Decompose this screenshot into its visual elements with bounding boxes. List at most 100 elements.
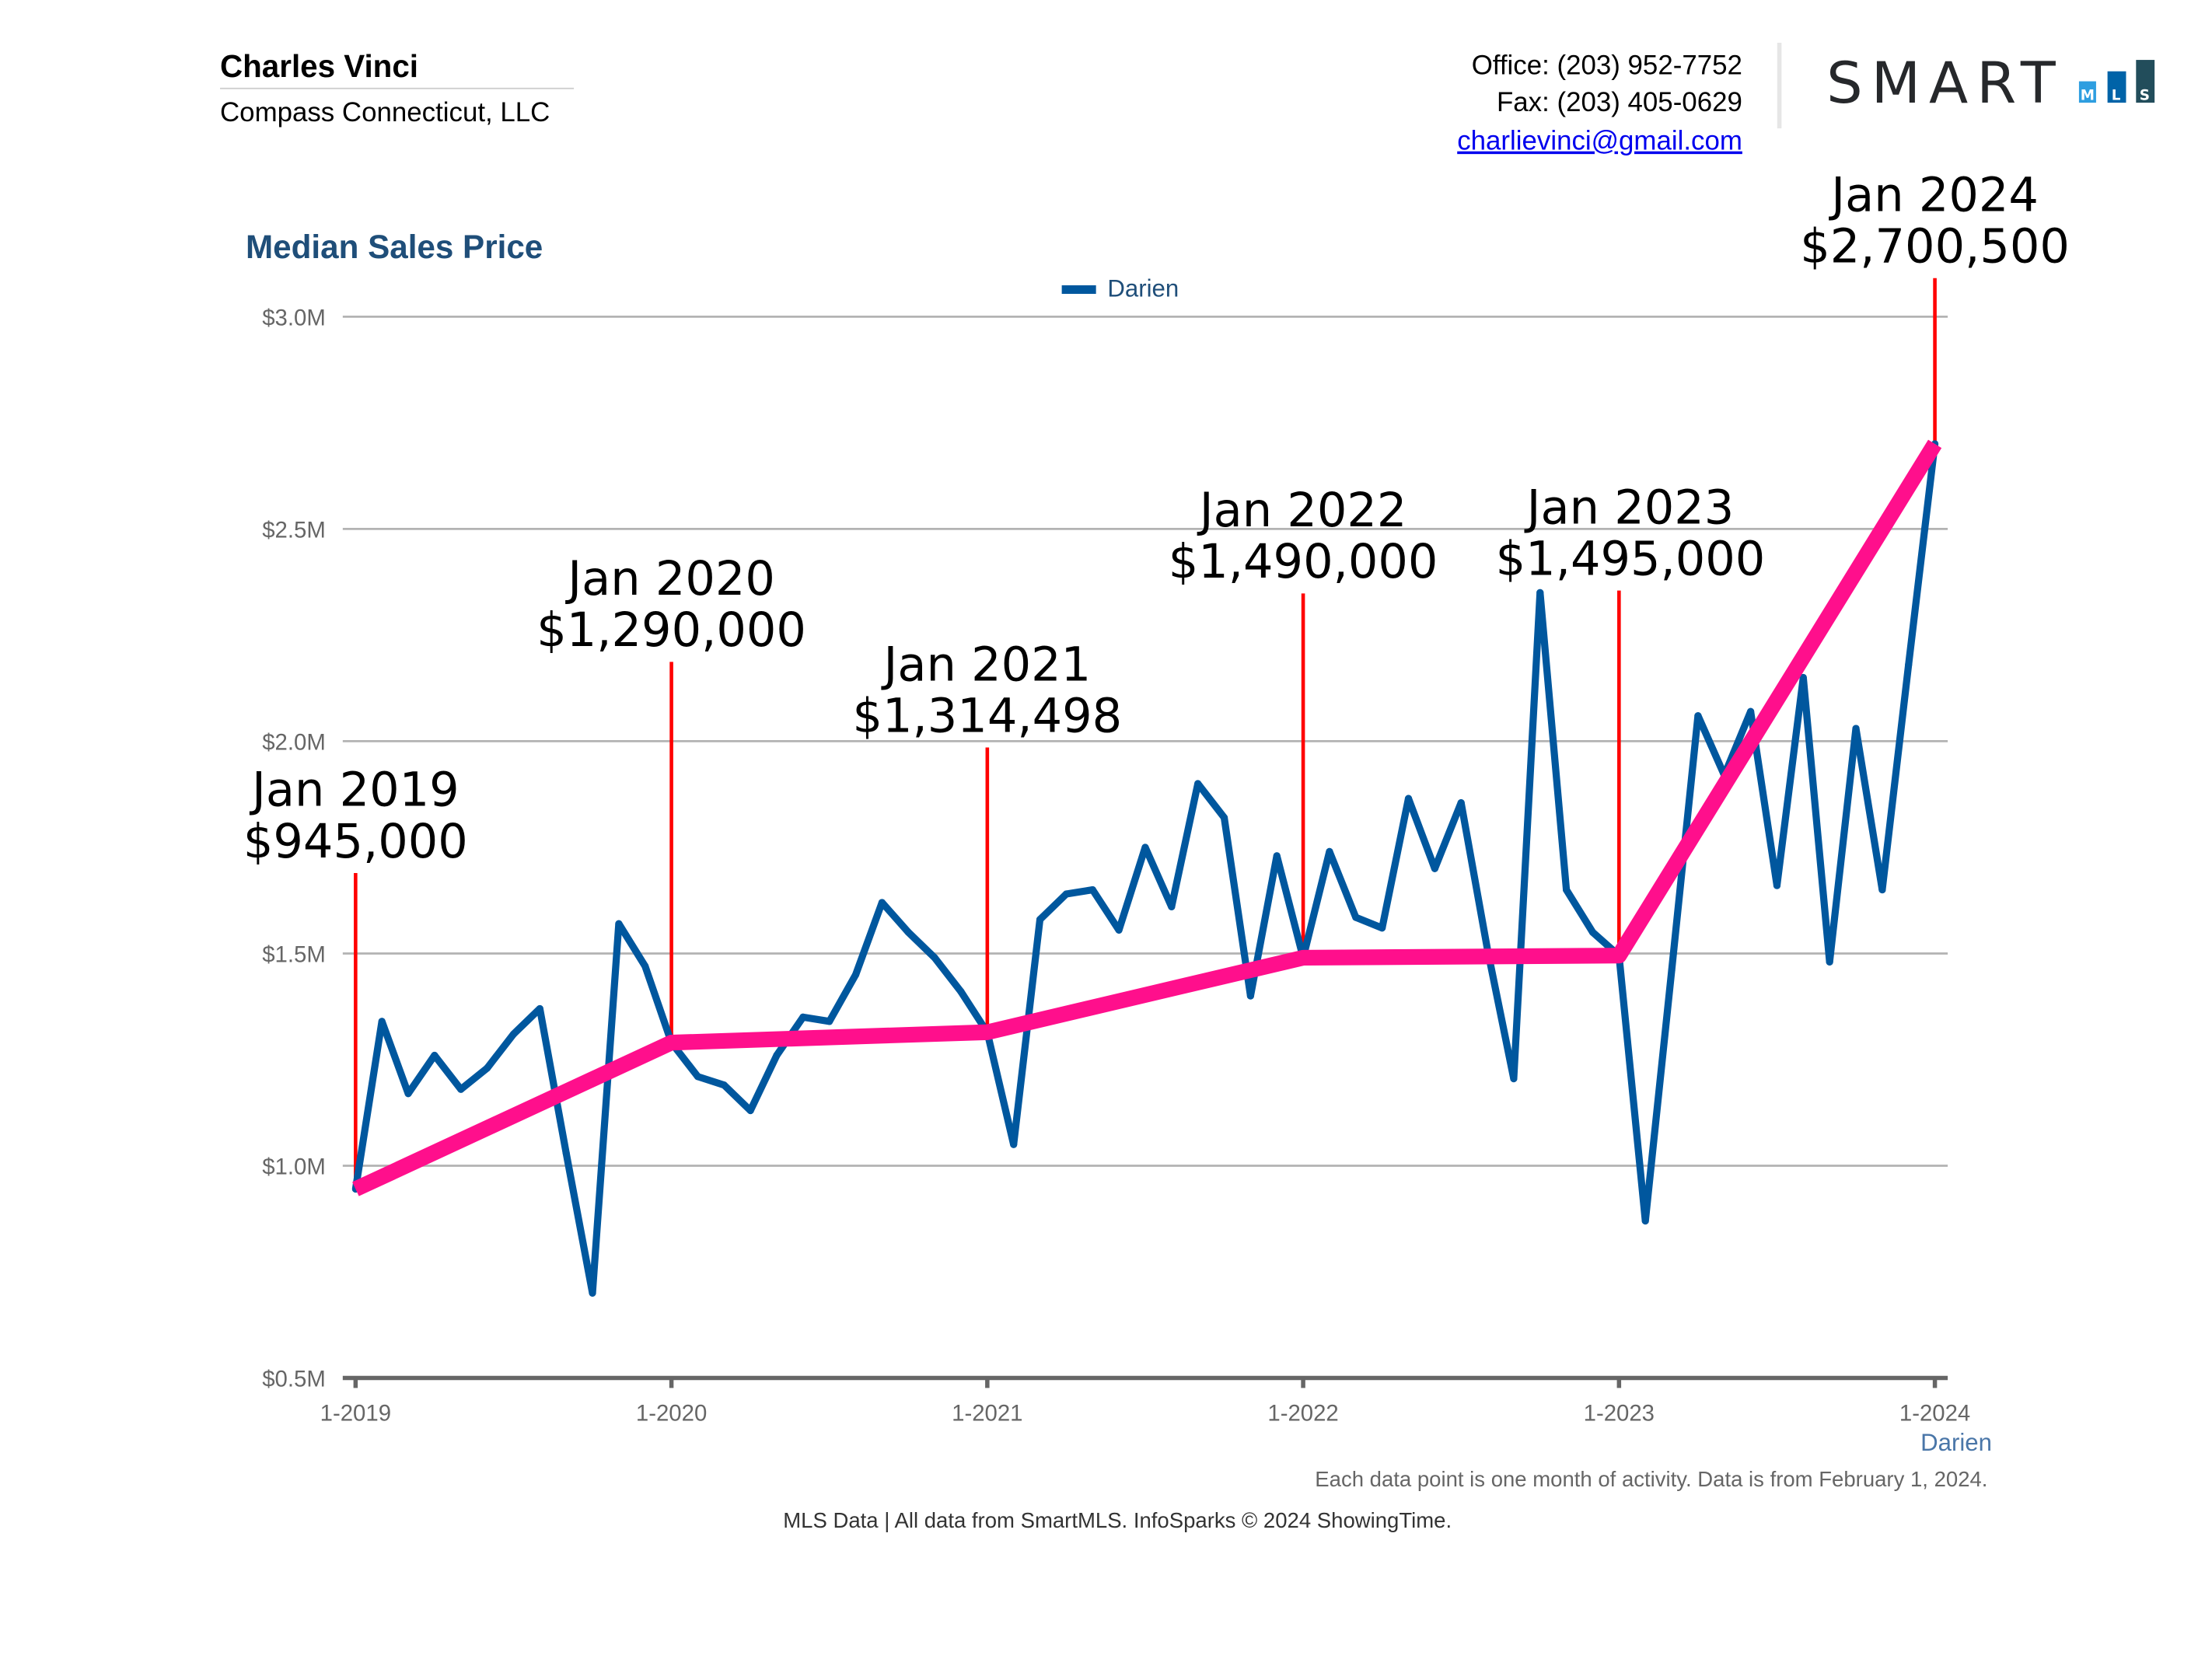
- data-point: [378, 1018, 386, 1025]
- legend-swatch-darien: [1061, 285, 1096, 294]
- data-point: [773, 1051, 781, 1060]
- company-name: Compass Connecticut, LLC: [220, 97, 550, 127]
- annotation-lines: [354, 278, 1937, 1189]
- annotation-value: $945,000: [243, 815, 468, 869]
- data-point: [1826, 958, 1833, 966]
- data-point: [1878, 885, 1886, 894]
- y-axis: $0.5M $1.0M $1.5M $2.0M $2.5M $3.0M: [262, 305, 326, 1392]
- data-point: [1379, 924, 1386, 932]
- logo-bar-s: [2136, 60, 2155, 103]
- data-point: [1668, 966, 1676, 974]
- data-point: [536, 1004, 543, 1013]
- logo-letter-s: S: [2140, 87, 2150, 103]
- data-point: [1115, 926, 1123, 934]
- data-point: [720, 1081, 728, 1089]
- footer-source: MLS Data | All data from SmartMLS. InfoS…: [783, 1508, 1452, 1532]
- data-point: [484, 1064, 491, 1072]
- data-point: [694, 1073, 702, 1081]
- annotation-value: $1,314,498: [852, 689, 1122, 743]
- data-point: [1352, 913, 1360, 921]
- logo-bar-m: [2078, 81, 2096, 103]
- data-point: [1194, 780, 1202, 788]
- x-axis: 1-2019 1-2020 1-2021 1-2022 1-2023 1-2024: [320, 1375, 1970, 1427]
- y-tick-label: $0.5M: [262, 1367, 326, 1392]
- annotation-date: Jan 2022: [1197, 484, 1407, 538]
- logo-letter-m: M: [2081, 87, 2095, 103]
- annotation-date: Jan 2024: [1828, 169, 2039, 223]
- legend: Darien: [1061, 275, 1179, 302]
- x-tick-label: 1-2021: [952, 1401, 1022, 1427]
- data-point: [931, 954, 938, 962]
- email-link[interactable]: charlievinci@gmail.com: [1457, 126, 1742, 156]
- data-point: [1747, 707, 1755, 715]
- data-point: [589, 1289, 596, 1297]
- annotation-value: $2,700,500: [1800, 220, 2070, 274]
- data-point: [1326, 847, 1333, 855]
- office-phone: Office: (203) 952-7752: [1472, 50, 1742, 80]
- annotation-labels: Jan 2019$945,000 Jan 2020$1,290,000 Jan 20…: [243, 169, 2070, 869]
- data-point: [826, 1018, 833, 1025]
- data-point: [1220, 814, 1228, 822]
- data-point: [746, 1106, 754, 1115]
- annotation-value: $1,290,000: [536, 603, 806, 658]
- annotation-value: $1,495,000: [1496, 532, 1766, 586]
- legend-label-darien: Darien: [1107, 275, 1179, 302]
- logo-text: SMART: [1826, 51, 2064, 117]
- data-point: [1588, 928, 1597, 936]
- data-point: [1773, 882, 1781, 889]
- data-point: [457, 1085, 465, 1093]
- y-tick-label: $2.5M: [262, 517, 326, 543]
- trend-polyline: [352, 439, 1942, 1196]
- data-point: [1141, 843, 1149, 851]
- data-point: [1694, 712, 1702, 720]
- data-point: [404, 1090, 412, 1098]
- data-point: [1852, 725, 1860, 732]
- data-point: [1510, 1074, 1518, 1083]
- chart-title: Median Sales Price: [246, 229, 543, 265]
- data-point: [1641, 1217, 1649, 1225]
- data-point: [615, 920, 623, 927]
- logo-letter-l: L: [2112, 87, 2121, 103]
- data-point: [1404, 795, 1413, 802]
- data-point: [562, 1149, 570, 1157]
- data-point: [878, 899, 886, 906]
- annotation-date: Jan 2021: [880, 637, 1091, 692]
- data-point: [1563, 885, 1571, 894]
- data-point: [1168, 903, 1176, 910]
- data-point: [1273, 852, 1281, 860]
- x-tick-label: 1-2020: [636, 1401, 707, 1427]
- smartmls-logo: SMART M L S: [1826, 51, 2155, 117]
- agent-name: Charles Vinci: [220, 48, 418, 84]
- data-point: [1431, 864, 1438, 872]
- x-tick-label: 1-2019: [320, 1401, 391, 1427]
- data-point: [1905, 661, 1913, 669]
- data-point: [1246, 992, 1254, 1000]
- data-point: [641, 962, 649, 970]
- data-point: [1010, 1140, 1018, 1148]
- y-tick-label: $2.0M: [262, 729, 326, 755]
- data-point: [1062, 890, 1070, 898]
- y-tick-label: $1.0M: [262, 1154, 326, 1179]
- data-point: [509, 1030, 518, 1038]
- x-tick-label: 1-2024: [1899, 1401, 1970, 1427]
- annotation-date: Jan 2019: [249, 763, 460, 818]
- footer-note: Each data point is one month of activity…: [1315, 1467, 1987, 1491]
- data-point: [1089, 885, 1096, 894]
- logo-bar-l: [2107, 71, 2126, 103]
- fax-number: Fax: (203) 405-0629: [1497, 87, 1742, 117]
- series-darien: [351, 440, 1939, 1297]
- annotation-date: Jan 2023: [1524, 480, 1735, 535]
- y-tick-label: $3.0M: [262, 305, 326, 330]
- data-point: [1036, 916, 1044, 924]
- data-point: [1799, 673, 1807, 682]
- x-tick-label: 1-2022: [1267, 1401, 1338, 1427]
- data-point: [1457, 799, 1465, 807]
- data-point: [799, 1013, 807, 1021]
- trend-line: [352, 439, 1942, 1196]
- data-point: [851, 971, 860, 979]
- agent-info: Charles Vinci Compass Connecticut, LLC: [220, 48, 575, 127]
- x-tick-label: 1-2023: [1584, 1401, 1655, 1427]
- annotation-date: Jan 2020: [564, 552, 775, 606]
- data-point: [957, 988, 965, 996]
